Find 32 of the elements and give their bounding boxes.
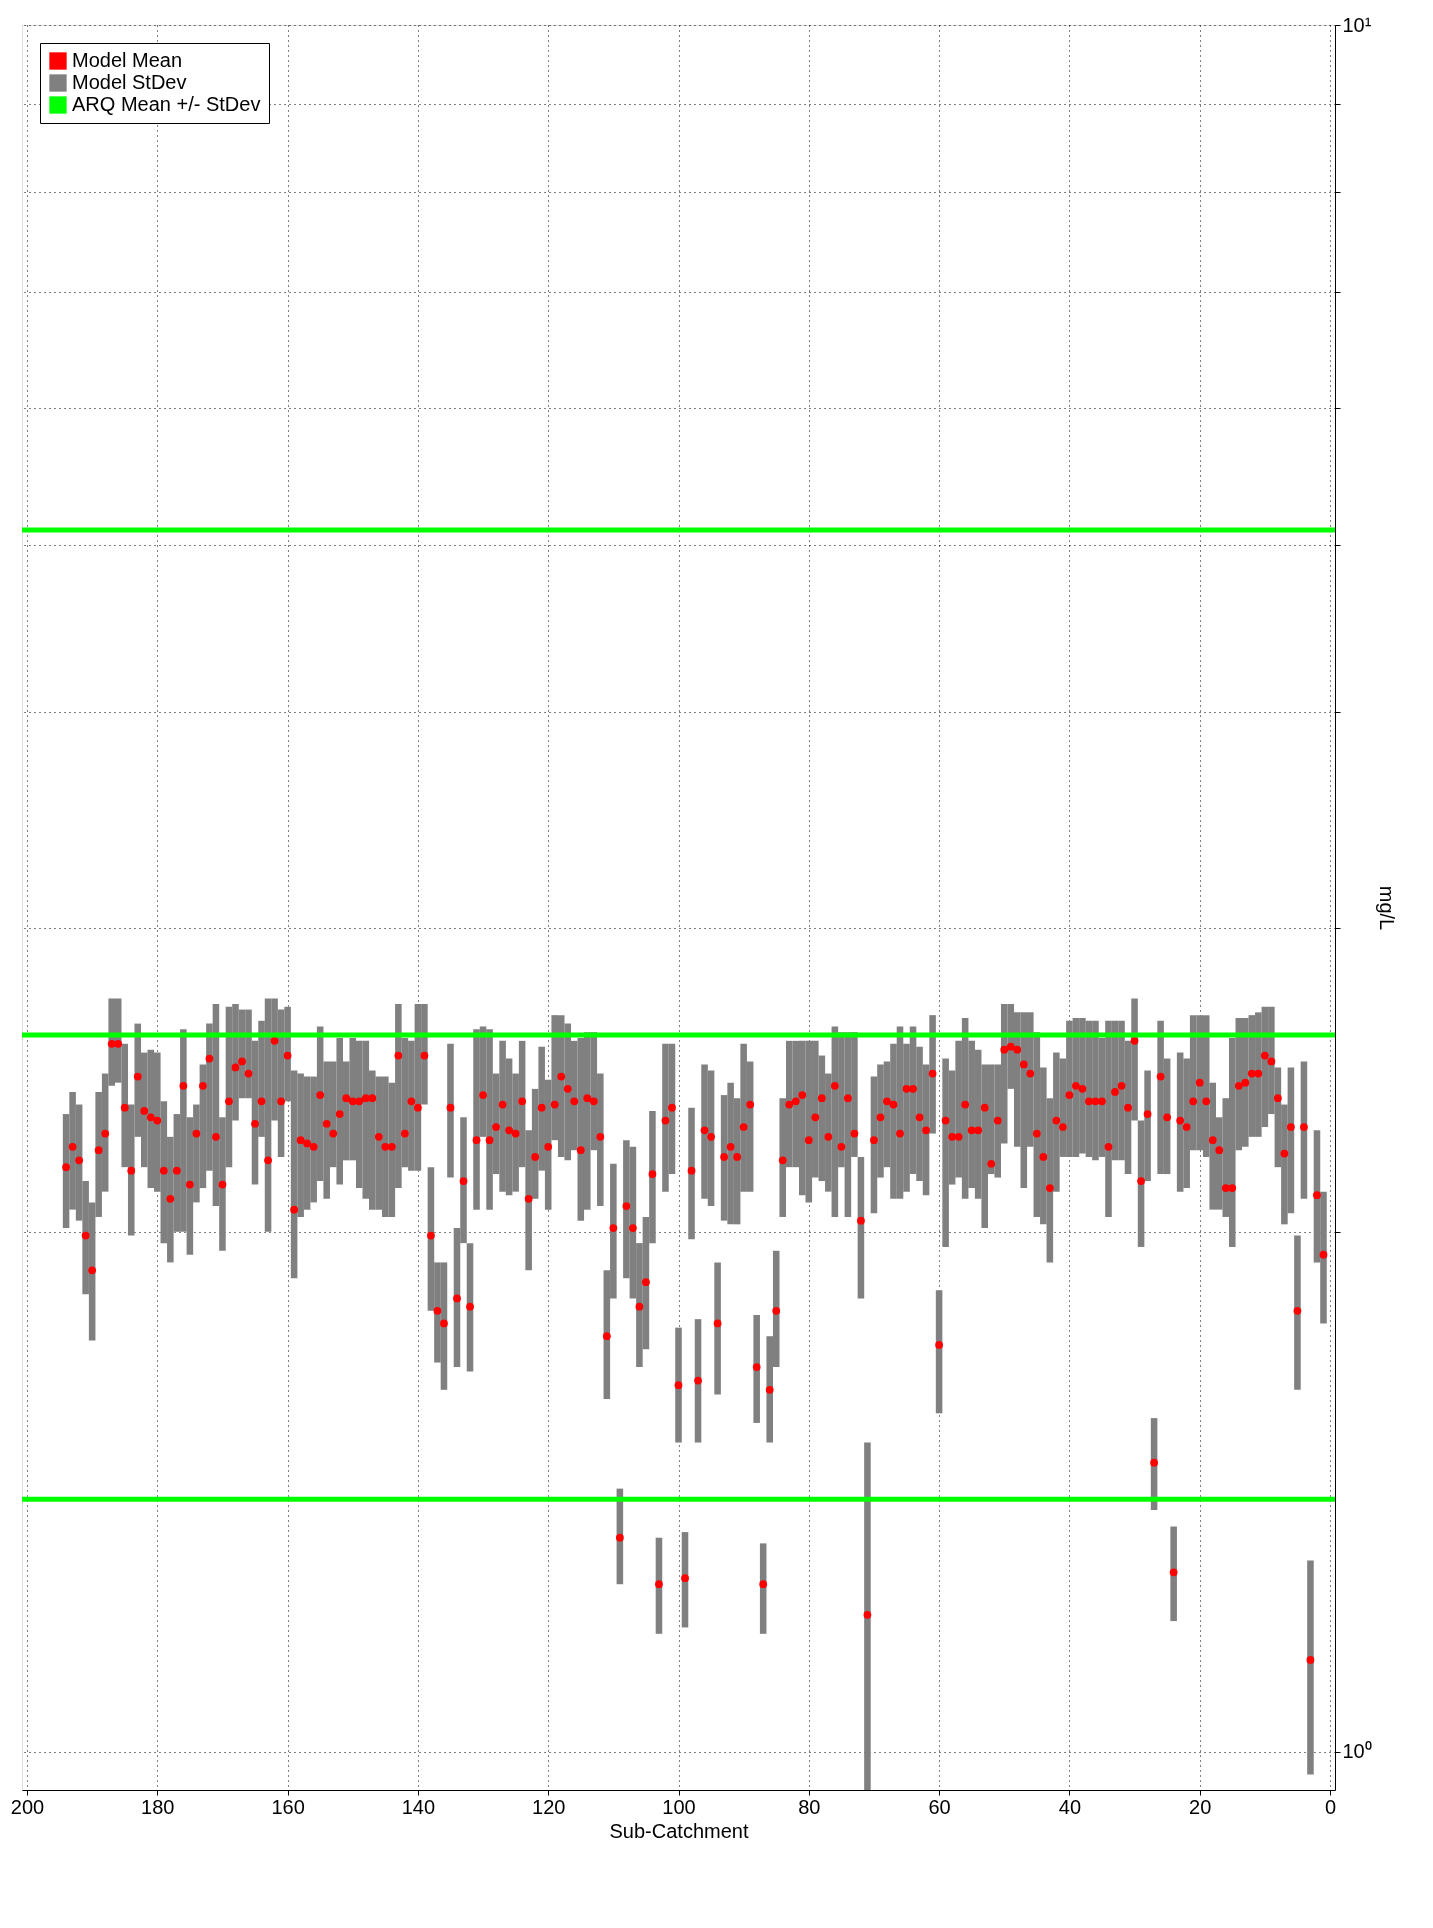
x-tick-label: 180 — [141, 1795, 175, 1818]
bar — [935, 1290, 943, 1414]
x-tick-label: 200 — [10, 1795, 45, 1818]
bar — [1300, 1061, 1308, 1199]
x-tick-label: 120 — [532, 1795, 566, 1818]
x-tick-label: 20 — [1189, 1795, 1212, 1818]
bar — [857, 1156, 865, 1299]
y-axis-title: mg/L — [1375, 885, 1398, 931]
bar — [864, 1442, 871, 1790]
bar — [466, 1243, 474, 1372]
bar — [1307, 1560, 1314, 1775]
x-axis-title: Sub-Catchment — [609, 1819, 749, 1842]
x-tick-label: 60 — [928, 1795, 951, 1818]
x-tick-label: 0 — [1324, 1795, 1337, 1818]
x-tick-label: 40 — [1058, 1795, 1082, 1818]
x-tick-label: 140 — [401, 1795, 436, 1818]
legend-label: Model Mean — [72, 49, 183, 71]
bar — [688, 1107, 695, 1240]
bar — [1170, 1526, 1177, 1622]
bar — [694, 1319, 702, 1443]
x-tick-label: 100 — [662, 1795, 696, 1818]
bar — [753, 1314, 760, 1423]
y-tick-label: 10⁰ — [1342, 1740, 1372, 1763]
bar — [675, 1327, 682, 1443]
y-tick-label: 10¹ — [1342, 13, 1372, 36]
bar — [447, 1043, 454, 1178]
x-tick-label: 80 — [798, 1795, 821, 1818]
bar — [714, 1262, 721, 1395]
legend-label: ARQ Mean +/- StDev — [72, 93, 261, 115]
legend-label: Model StDev — [72, 71, 187, 93]
x-tick-label: 160 — [271, 1795, 305, 1818]
bar — [1294, 1235, 1301, 1390]
